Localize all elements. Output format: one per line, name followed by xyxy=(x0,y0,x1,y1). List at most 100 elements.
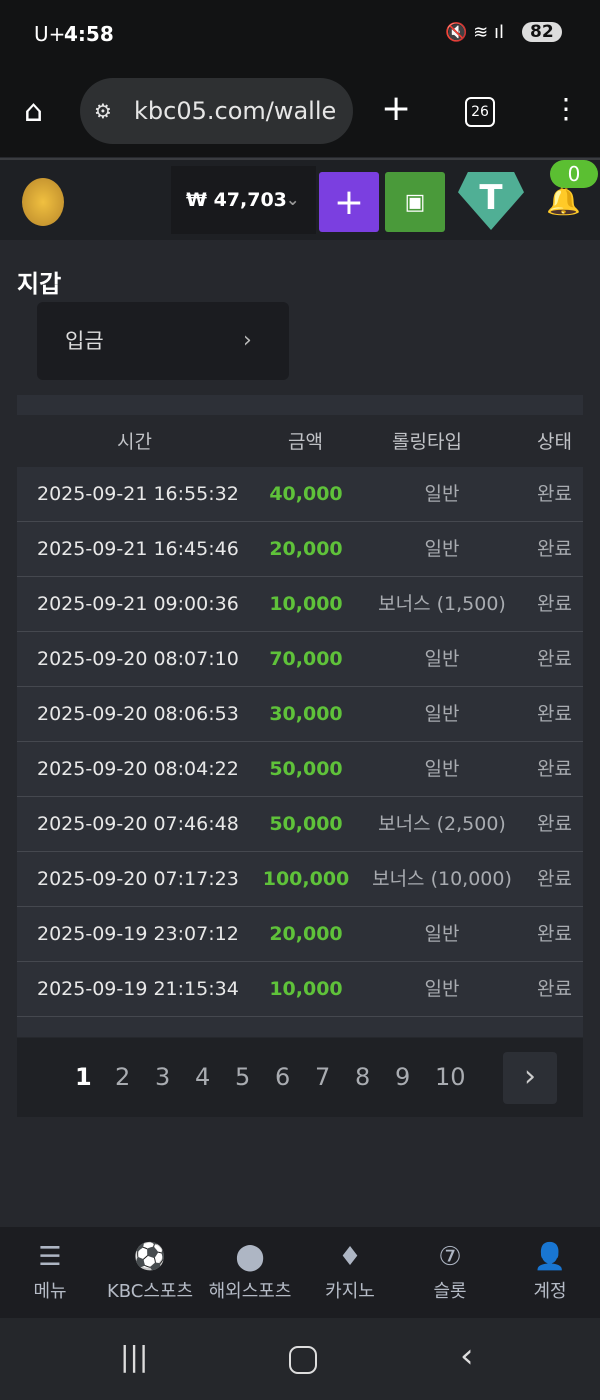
cell-time: 2025-09-19 21:15:34 xyxy=(37,978,239,1000)
back-icon[interactable]: ‹ xyxy=(460,1336,474,1376)
table-header: 시간 금액 롤링타입 상태 xyxy=(17,415,583,467)
cell-rolling-type: 일반 xyxy=(424,648,460,670)
cell-time: 2025-09-21 16:55:32 xyxy=(37,483,239,505)
page-4-link[interactable]: 4 xyxy=(195,1063,211,1091)
url-text: kbc05.com/walle xyxy=(134,97,337,125)
page-8-link[interactable]: 8 xyxy=(355,1063,371,1091)
browser-toolbar: ⌂ ⚙ kbc05.com/walle + 26 ⋮ xyxy=(0,70,600,157)
table-row: 2025-09-20 08:06:53 30,000 일반 완료 xyxy=(17,687,583,742)
cell-time: 2025-09-19 23:07:12 xyxy=(37,923,239,945)
menu-search-icon: ☰ xyxy=(38,1242,62,1272)
wallet-button[interactable]: ▣ xyxy=(385,172,445,232)
cell-status: 완료 xyxy=(537,703,572,725)
system-nav-bar: ||| ‹ xyxy=(0,1318,600,1400)
home-icon[interactable]: ⌂ xyxy=(24,94,44,129)
account-icon: 👤 xyxy=(533,1242,567,1272)
nav-item-4[interactable]: ⑦ 슬롯 xyxy=(400,1227,500,1303)
nav-item-1[interactable]: ⚽ KBC스포츠 xyxy=(100,1227,200,1303)
table-row: 2025-09-20 08:04:22 50,000 일반 완료 xyxy=(17,742,583,797)
header-amount: 금액 xyxy=(288,431,323,453)
new-tab-icon[interactable]: + xyxy=(381,88,412,129)
cell-status: 완료 xyxy=(537,923,572,945)
bell-icon[interactable]: 🔔 xyxy=(546,184,581,217)
header-time: 시간 xyxy=(117,431,152,453)
carrier: U+ xyxy=(34,22,66,46)
cell-status: 완료 xyxy=(537,593,572,615)
nav-item-2[interactable]: ⬤ 해외스포츠 xyxy=(200,1227,300,1303)
page-5-link[interactable]: 5 xyxy=(235,1063,251,1091)
chevron-right-icon: › xyxy=(243,328,252,353)
nav-label: 메뉴 xyxy=(33,1281,67,1302)
deposit-tab[interactable]: 입금 › xyxy=(37,302,289,380)
tab-switcher-button[interactable]: 26 xyxy=(465,97,495,127)
cell-time: 2025-09-20 08:06:53 xyxy=(37,703,239,725)
cell-time: 2025-09-20 08:04:22 xyxy=(37,758,239,780)
page-7-link[interactable]: 7 xyxy=(315,1063,331,1091)
cell-time: 2025-09-21 16:45:46 xyxy=(37,538,239,560)
page-title: 지갑 xyxy=(17,270,62,298)
site-logo[interactable] xyxy=(22,178,64,226)
soccer-ball-icon: ⚽ xyxy=(133,1242,167,1272)
dice-icon: ⬤ xyxy=(235,1242,265,1272)
header-status: 상태 xyxy=(537,431,572,453)
balance-amount: ₩ 47,703 xyxy=(186,189,287,211)
nav-label: 슬롯 xyxy=(433,1281,467,1302)
nav-item-5[interactable]: 👤 계정 xyxy=(500,1227,600,1303)
page-3-link[interactable]: 3 xyxy=(155,1063,171,1091)
cell-rolling-type: 보너스 (2,500) xyxy=(378,813,506,835)
cell-amount: 20,000 xyxy=(269,538,343,560)
cell-amount: 10,000 xyxy=(269,978,343,1000)
deposit-history-table: 시간 금액 롤링타입 상태 2025-09-21 16:55:32 40,000 일… xyxy=(17,395,583,1037)
cell-rolling-type: 일반 xyxy=(424,978,460,1000)
cell-amount: 10,000 xyxy=(269,593,343,615)
cell-status: 완료 xyxy=(537,758,572,780)
notification-badge: 0 xyxy=(550,160,598,188)
safe-icon: ▣ xyxy=(404,189,426,215)
table-row: 2025-09-21 09:00:36 10,000 보너스 (1,500) 완료 xyxy=(17,577,583,632)
cell-rolling-type: 일반 xyxy=(424,483,460,505)
cell-rolling-type: 일반 xyxy=(424,758,460,780)
battery-indicator: 82 xyxy=(522,22,562,42)
plus-icon: + xyxy=(333,181,365,223)
page-10-link[interactable]: 10 xyxy=(435,1063,466,1091)
recent-apps-icon[interactable]: ||| xyxy=(120,1340,149,1373)
table-row: 2025-09-20 08:07:10 70,000 일반 완료 xyxy=(17,632,583,687)
cell-amount: 100,000 xyxy=(262,868,350,890)
page-6-link[interactable]: 6 xyxy=(275,1063,291,1091)
cell-amount: 40,000 xyxy=(269,483,343,505)
tether-button[interactable]: T xyxy=(458,172,524,230)
slot-icon: ⑦ xyxy=(438,1242,462,1272)
home-button-icon[interactable] xyxy=(289,1346,317,1374)
nav-label: KBC스포츠 xyxy=(106,1281,194,1302)
table-row: 2025-09-19 23:07:12 20,000 일반 완료 xyxy=(17,907,583,962)
cell-status: 완료 xyxy=(537,868,572,890)
balance-dropdown[interactable]: ₩ 47,703 ⌄ xyxy=(171,166,316,234)
pagination: 1 2 3 4 5 6 7 8 9 10 › xyxy=(17,1038,583,1117)
cell-rolling-type: 보너스 (1,500) xyxy=(378,593,506,615)
cell-status: 완료 xyxy=(537,978,572,1000)
cell-time: 2025-09-21 09:00:36 xyxy=(37,593,239,615)
address-bar[interactable]: ⚙ kbc05.com/walle xyxy=(80,78,353,144)
status-icons: 🔇 ≋ ıl xyxy=(445,22,504,43)
table-row: 2025-09-21 16:55:32 40,000 일반 완료 xyxy=(17,467,583,522)
table-row: 2025-09-20 07:46:48 50,000 보너스 (2,500) 완료 xyxy=(17,797,583,852)
deposit-label: 입금 xyxy=(65,329,104,353)
cell-amount: 50,000 xyxy=(269,758,343,780)
header-rolling-type: 롤링타입 xyxy=(392,431,462,453)
next-page-button[interactable]: › xyxy=(503,1052,557,1104)
deposit-plus-button[interactable]: + xyxy=(319,172,379,232)
nav-item-0[interactable]: ☰ 메뉴 xyxy=(0,1227,100,1303)
chevron-down-icon: ⌄ xyxy=(286,190,300,209)
more-menu-icon[interactable]: ⋮ xyxy=(552,92,580,125)
nav-item-3[interactable]: ♦ 카지노 xyxy=(300,1227,400,1303)
nav-label: 카지노 xyxy=(325,1281,375,1302)
cell-rolling-type: 보너스 (10,000) xyxy=(372,868,512,890)
page-2-link[interactable]: 2 xyxy=(115,1063,131,1091)
page-1-link[interactable]: 1 xyxy=(75,1063,92,1091)
site-settings-icon[interactable]: ⚙ xyxy=(94,99,112,123)
page-9-link[interactable]: 9 xyxy=(395,1063,411,1091)
status-bar: U+ 4:58 🔇 ≋ ıl 82 xyxy=(0,0,600,70)
cell-amount: 30,000 xyxy=(269,703,343,725)
app-header: ₩ 47,703 ⌄ + ▣ T 🔔 0 xyxy=(0,158,600,240)
cell-status: 완료 xyxy=(537,813,572,835)
